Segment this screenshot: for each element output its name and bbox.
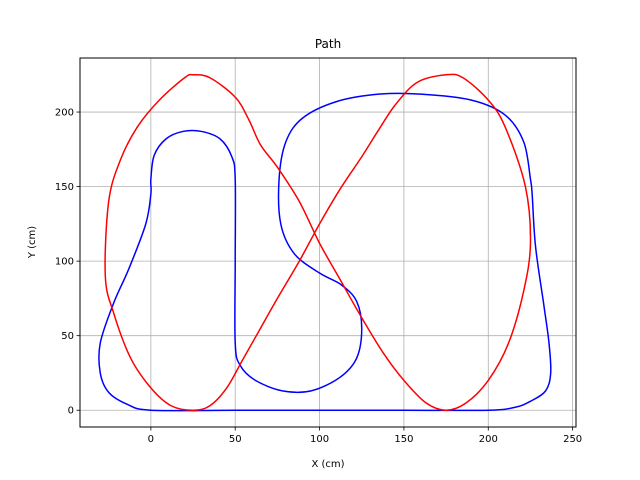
y-tick-label: 150	[55, 182, 74, 193]
series-group	[98, 73, 552, 412]
y-axis-label: Y (cm)	[27, 226, 38, 259]
chart-title: Path	[315, 37, 341, 51]
x-tick-label: 150	[394, 434, 413, 445]
series-line-2	[104, 73, 532, 411]
plot-area	[80, 58, 576, 427]
x-tick-label: 100	[310, 434, 329, 445]
y-tick-label: 50	[61, 331, 74, 342]
x-tick-label: 50	[229, 434, 242, 445]
x-tick-label: 0	[148, 434, 154, 445]
plot-frame	[79, 57, 577, 428]
x-axis-label: X (cm)	[311, 459, 344, 470]
x-tick-label: 200	[479, 434, 498, 445]
y-tick-label: 100	[55, 257, 74, 268]
y-tick-label: 200	[55, 108, 74, 119]
ticks: 0 50 100 150 200 250 0 50 100 150 200	[55, 108, 582, 445]
x-tick-label: 250	[563, 434, 582, 445]
y-tick-label: 0	[68, 406, 74, 417]
